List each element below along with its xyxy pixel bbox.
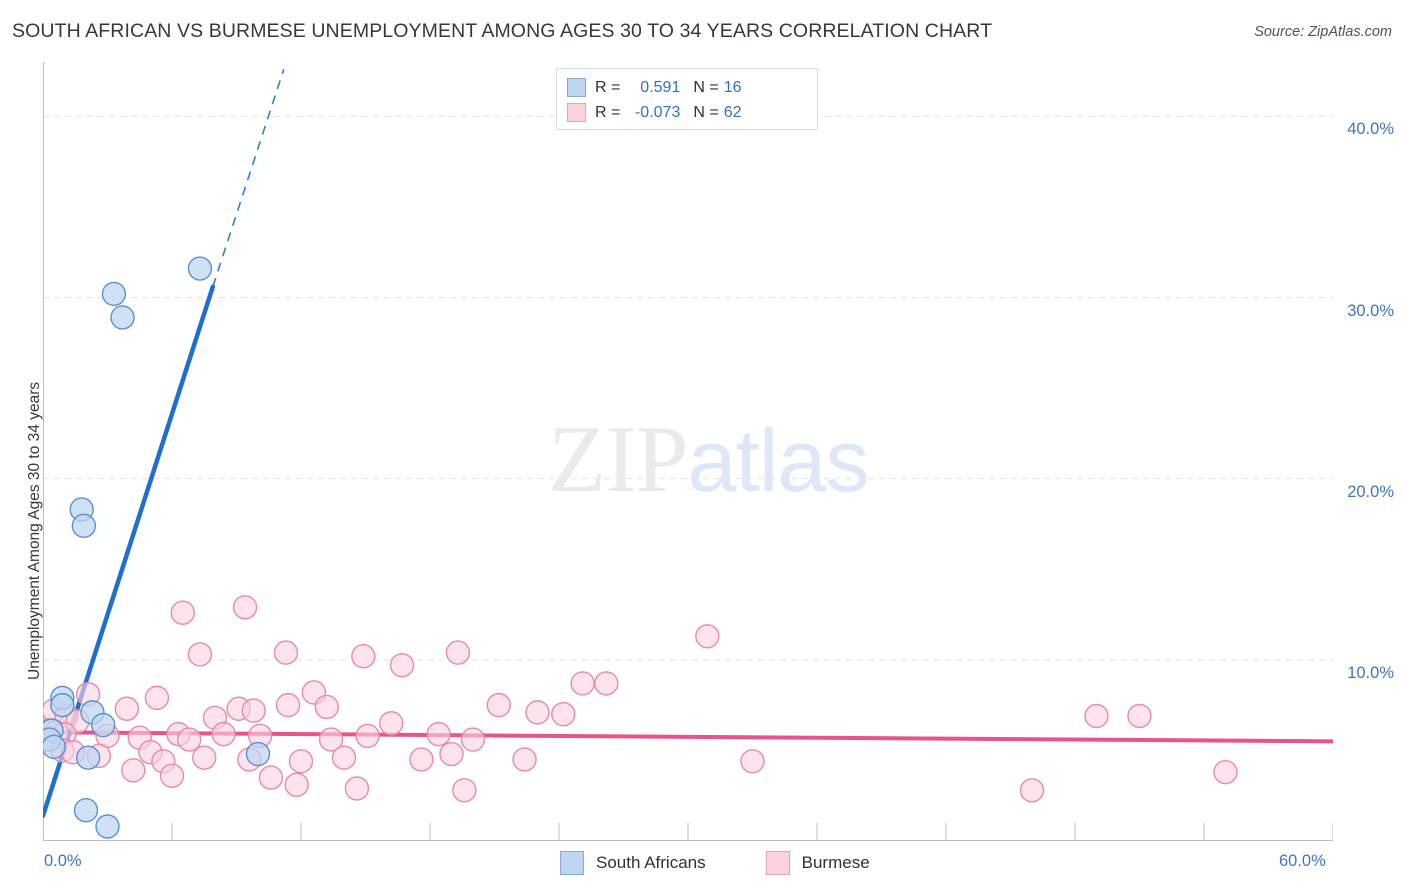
data-point-burmese (284, 772, 309, 798)
data-point-burmese (114, 696, 140, 721)
stats-r-label-south-africans: R = (595, 78, 621, 96)
data-point-burmese (525, 700, 550, 725)
y-axis-tick-label: 30.0% (1347, 301, 1394, 320)
data-point-south-african (43, 734, 66, 759)
x-axis-min-label: 0.0% (44, 852, 82, 870)
points-south-africans (43, 256, 271, 839)
page-title: SOUTH AFRICAN VS BURMESE UNEMPLOYMENT AM… (12, 20, 993, 42)
stats-swatch-burmese (567, 103, 586, 122)
data-point-burmese (439, 741, 464, 767)
data-point-burmese (695, 624, 720, 649)
data-point-burmese (379, 711, 404, 736)
data-point-burmese (314, 694, 339, 720)
data-point-burmese (486, 692, 511, 718)
data-point-burmese (426, 721, 451, 747)
y-axis-tick-label: 10.0% (1347, 663, 1394, 682)
source-label: Source: ZipAtlas.com (1254, 24, 1392, 40)
data-point-burmese (452, 778, 477, 803)
legend-label-burmese: Burmese (801, 853, 870, 872)
data-point-burmese (460, 727, 486, 752)
data-point-burmese (389, 653, 415, 678)
data-point-south-african (245, 741, 271, 767)
stats-swatch-south-africans (567, 78, 586, 97)
stats-n-value-south-africans: 16 (723, 78, 742, 96)
data-point-burmese (258, 765, 284, 790)
legend-entry-south-africans[interactable]: South Africans (560, 851, 706, 875)
data-point-south-african (91, 712, 116, 738)
legend-swatch-burmese (765, 851, 790, 875)
data-point-burmese (211, 721, 236, 747)
data-point-burmese (594, 671, 619, 696)
data-point-south-african (71, 513, 97, 538)
data-point-burmese (570, 671, 595, 696)
data-point-burmese (512, 747, 537, 772)
y-axis-tick-label: 40.0% (1347, 120, 1394, 139)
data-point-burmese (288, 749, 314, 774)
legend-entry-burmese[interactable]: Burmese (765, 851, 870, 875)
data-point-burmese (355, 723, 380, 749)
data-point-burmese (121, 758, 146, 783)
stats-n-value-burmese: 62 (723, 103, 742, 121)
data-point-south-african (50, 692, 75, 718)
data-point-south-african (110, 305, 135, 330)
data-point-south-african (187, 256, 213, 281)
data-point-burmese (318, 727, 344, 752)
stats-r-label-burmese: R = (595, 103, 621, 121)
legend-swatch-south-africans (560, 851, 584, 875)
stats-row-burmese: R = -0.073 N = 62 (567, 100, 807, 125)
data-point-burmese (740, 749, 765, 774)
stats-n-label-burmese: N = (693, 103, 719, 121)
data-point-burmese (1084, 703, 1109, 729)
data-point-burmese (192, 745, 217, 770)
data-point-burmese (187, 642, 213, 667)
correlation-stats-box: R = 0.591 N = 16 R = -0.073 N = 62 (556, 68, 818, 130)
data-point-burmese (551, 701, 576, 727)
trend-line-burmese (43, 730, 1333, 744)
data-point-burmese (232, 595, 258, 620)
data-point-burmese (275, 692, 301, 718)
stats-n-label-south-africans: N = (693, 78, 719, 96)
stats-r-value-south-africans: 0.591 (640, 78, 681, 96)
data-point-south-african (101, 281, 127, 307)
data-point-burmese (445, 640, 471, 665)
scatter-plot-svg (43, 62, 1333, 841)
plot-area (43, 62, 1333, 841)
legend-label-south-africans: South Africans (596, 853, 706, 872)
data-point-burmese (1213, 759, 1238, 785)
data-point-burmese (144, 685, 170, 711)
data-point-burmese (1019, 778, 1045, 803)
data-point-south-african (73, 798, 99, 823)
data-point-burmese (170, 600, 195, 625)
data-point-south-african (75, 745, 101, 770)
x-axis-max-label: 60.0% (1279, 852, 1326, 870)
data-point-burmese (344, 776, 370, 801)
data-point-burmese (273, 640, 299, 665)
points-burmese (43, 595, 1238, 803)
data-point-burmese (159, 763, 185, 788)
stats-row-south-africans: R = 0.591 N = 16 (567, 75, 807, 100)
data-point-south-african (95, 814, 120, 839)
data-point-burmese (176, 727, 202, 752)
series-legend: South Africans Burmese (560, 851, 930, 875)
data-point-burmese (1127, 703, 1152, 729)
data-point-burmese (351, 644, 376, 669)
data-point-burmese (331, 745, 357, 770)
trend-line-extension-south-africans (212, 68, 285, 287)
data-point-burmese (241, 698, 266, 723)
data-point-burmese (409, 747, 434, 772)
stats-r-value-burmese: -0.073 (634, 103, 681, 121)
y-axis-tick-label: 20.0% (1347, 482, 1394, 501)
